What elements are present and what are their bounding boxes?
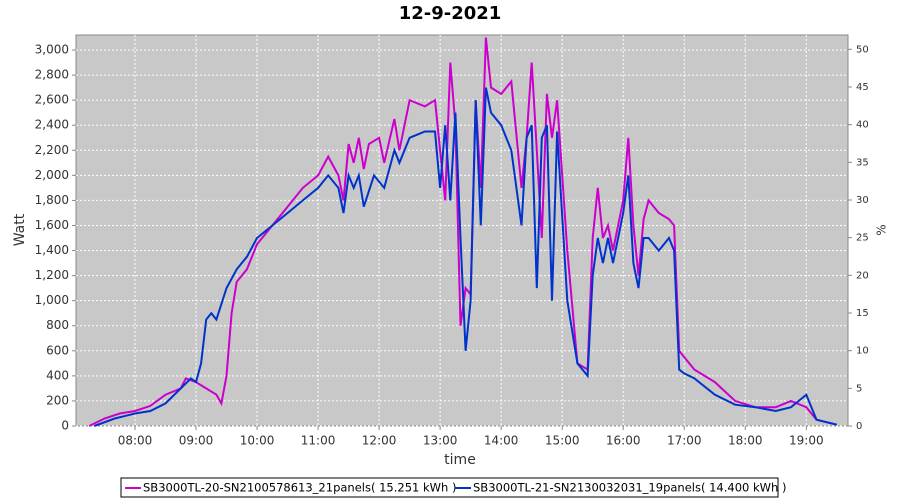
x-tick-label: 19:00 <box>789 434 824 448</box>
y2-tick-label: 35 <box>856 157 869 168</box>
y2-tick-label: 20 <box>856 270 869 281</box>
y-tick-label: 2,200 <box>35 143 69 157</box>
x-tick-label: 10:00 <box>240 434 275 448</box>
y2-tick-label: 10 <box>856 346 869 357</box>
y-axis-label: Watt <box>12 213 28 246</box>
y2-tick-label: 30 <box>856 195 869 206</box>
y-tick-label: 1,800 <box>35 193 69 207</box>
y-tick-label: 1,000 <box>35 293 69 307</box>
x-tick-label: 17:00 <box>667 434 702 448</box>
legend <box>120 477 779 498</box>
chart-title: 12-9-2021 <box>399 3 502 24</box>
y-tick-label: 1,200 <box>35 268 69 282</box>
y-tick-label: 1,600 <box>35 218 69 232</box>
x-tick-label: 14:00 <box>484 434 519 448</box>
x-axis-label: time <box>444 452 476 468</box>
y-tick-label: 3,000 <box>35 43 69 57</box>
x-tick-label: 09:00 <box>179 434 214 448</box>
y-tick-label: 2,400 <box>35 118 69 132</box>
y-tick-label: 1,400 <box>35 243 69 257</box>
y2-axis-label: % <box>875 224 889 235</box>
y-tick-label: 2,600 <box>35 93 69 107</box>
y-tick-label: 2,800 <box>35 68 69 82</box>
y2-tick-label: 25 <box>856 233 869 244</box>
x-tick-label: 12:00 <box>362 434 397 448</box>
x-tick-label: 08:00 <box>118 434 153 448</box>
y-tick-label: 800 <box>46 318 69 332</box>
x-tick-label: 13:00 <box>423 434 458 448</box>
x-tick-label: 18:00 <box>728 434 763 448</box>
y2-tick-label: 15 <box>856 308 869 319</box>
y-tick-label: 200 <box>46 393 69 407</box>
x-tick-label: 16:00 <box>606 434 641 448</box>
y-tick-label: 0 <box>61 419 69 433</box>
plot-area <box>75 34 849 427</box>
y2-tick-label: 50 <box>856 44 869 55</box>
series-line <box>93 87 838 427</box>
y-tick-label: 400 <box>46 368 69 382</box>
y2-tick-label: 45 <box>856 82 869 93</box>
legend-label: SB3000TL-21-SN2130032031_19panels( 14.40… <box>473 481 786 495</box>
y2-tick-label: 40 <box>856 120 869 131</box>
y-tick-label: 600 <box>46 343 69 357</box>
y2-tick-label: 0 <box>856 421 862 432</box>
x-tick-label: 11:00 <box>301 434 336 448</box>
y2-tick-label: 5 <box>856 383 862 394</box>
y-tick-label: 2,000 <box>35 168 69 182</box>
legend-label: SB3000TL-20-SN2100578613_21panels( 15.25… <box>143 481 456 495</box>
x-tick-label: 15:00 <box>545 434 580 448</box>
